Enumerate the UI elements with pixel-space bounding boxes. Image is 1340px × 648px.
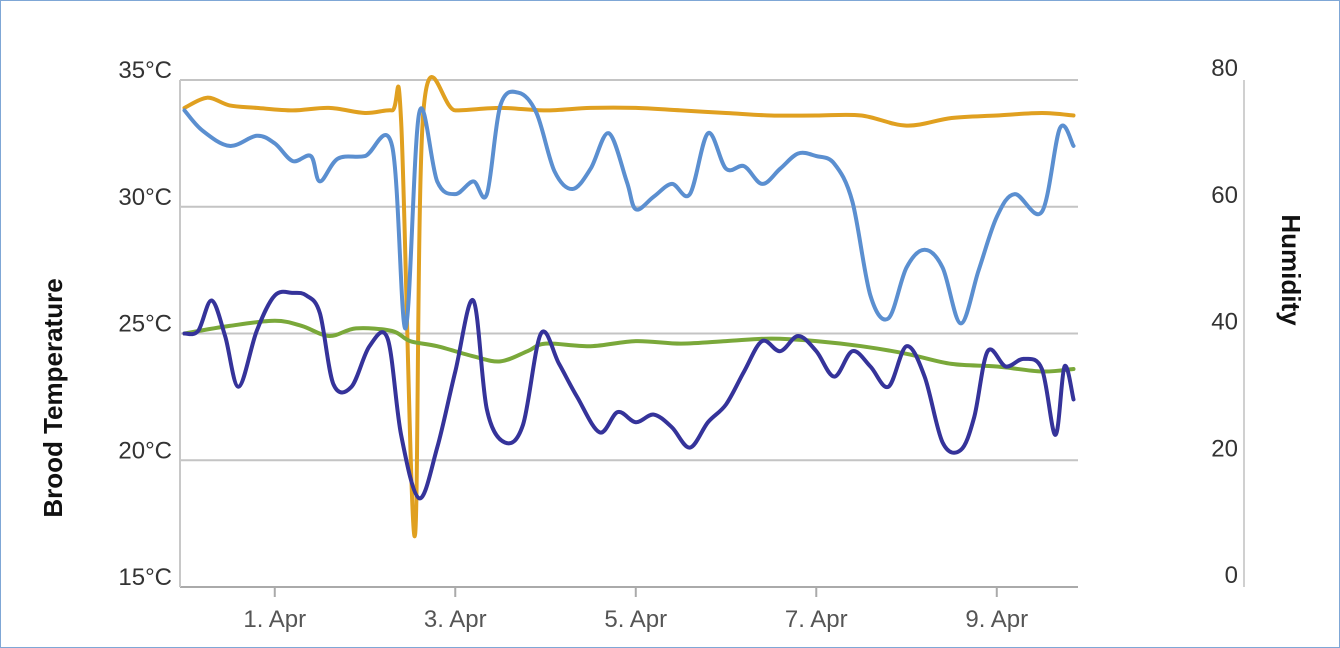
gridlines — [180, 79, 1078, 462]
y-left-tick-label: 15°C — [118, 564, 172, 591]
y-axis-right-title: Humidity — [1276, 214, 1306, 326]
x-tick-label: 9. Apr — [965, 606, 1028, 633]
y-axis-left-title: Brood Temperature — [38, 278, 68, 517]
y-right-tick-label: 80 — [1211, 55, 1238, 82]
series-line-3 — [182, 318, 1076, 374]
y-axis-left: 35°C 30°C 25°C 20°C 15°C — [118, 57, 181, 591]
series-line-1 — [182, 75, 1076, 539]
y-left-tick-label: 20°C — [118, 437, 172, 464]
y-left-tick-label: 30°C — [118, 184, 172, 211]
y-right-tick-label: 40 — [1211, 309, 1238, 336]
y-axis-right: 80 60 40 20 0 — [1211, 55, 1245, 589]
series-line-4 — [182, 289, 1076, 501]
y-left-tick-label: 35°C — [118, 57, 172, 84]
x-axis: 1. Apr 3. Apr 5. Apr 7. Apr 9. Apr — [180, 586, 1078, 633]
y-left-tick-label: 25°C — [118, 311, 172, 338]
y-right-tick-label: 60 — [1211, 182, 1238, 209]
plot-area — [182, 75, 1076, 539]
y-right-tick-label: 20 — [1211, 435, 1238, 462]
y-right-tick-label: 0 — [1225, 562, 1238, 589]
x-tick-label: 7. Apr — [785, 606, 848, 633]
x-tick-label: 3. Apr — [424, 606, 487, 633]
series-line-2 — [182, 89, 1076, 331]
x-tick-label: 1. Apr — [243, 606, 306, 633]
x-tick-label: 5. Apr — [604, 606, 667, 633]
